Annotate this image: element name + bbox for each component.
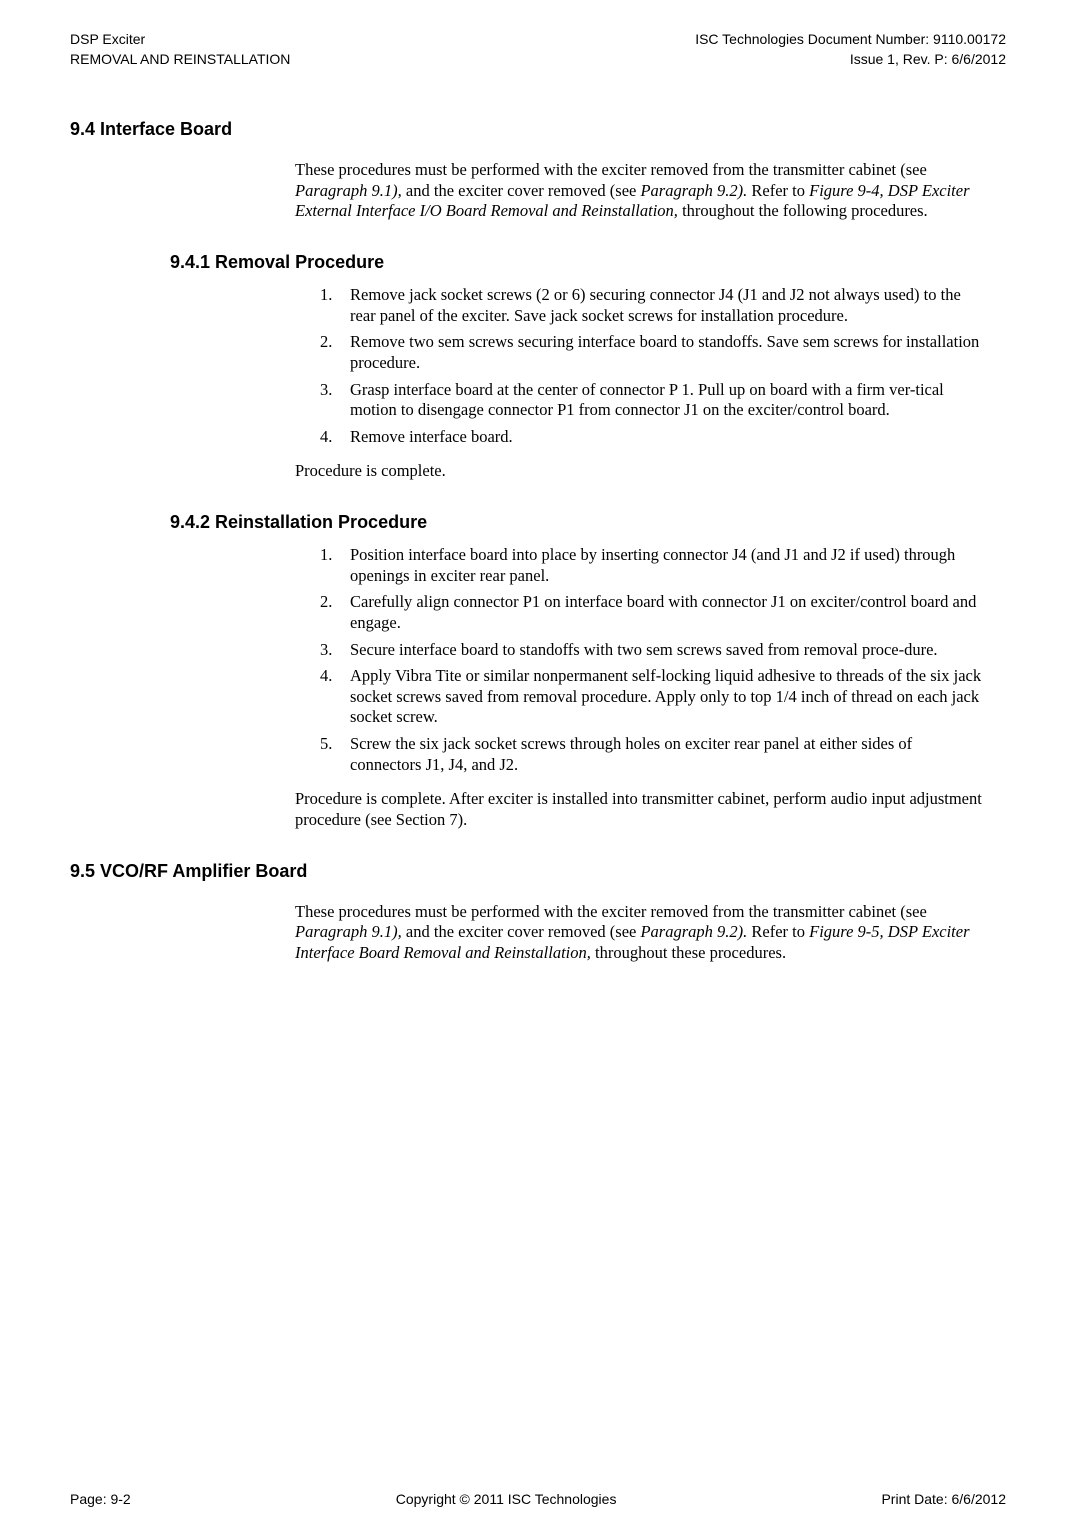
list-number: 2. bbox=[320, 592, 350, 633]
list-number: 3. bbox=[320, 640, 350, 661]
intro-ref2: Paragraph 9.2). bbox=[640, 922, 747, 941]
intro-text: Refer to bbox=[747, 922, 809, 941]
page-header: DSP Exciter REMOVAL AND REINSTALLATION I… bbox=[70, 30, 1006, 69]
list-text: Secure interface board to standoffs with… bbox=[350, 640, 986, 661]
list-number: 1. bbox=[320, 285, 350, 326]
page-footer: Page: 9-2 Copyright © 2011 ISC Technolog… bbox=[70, 1491, 1006, 1507]
list-text: Screw the six jack socket screws through… bbox=[350, 734, 986, 775]
list-item: 2. Carefully align connector P1 on inter… bbox=[320, 592, 986, 633]
section-94-intro: These procedures must be performed with … bbox=[295, 160, 986, 222]
list-item: 4. Remove interface board. bbox=[320, 427, 986, 448]
section-95-intro: These procedures must be performed with … bbox=[295, 902, 986, 964]
section-941-list: 1. Remove jack socket screws (2 or 6) se… bbox=[320, 285, 986, 447]
list-item: 1. Position interface board into place b… bbox=[320, 545, 986, 586]
intro-text: These procedures must be performed with … bbox=[295, 902, 927, 921]
header-left: DSP Exciter REMOVAL AND REINSTALLATION bbox=[70, 30, 290, 69]
footer-page: Page: 9-2 bbox=[70, 1491, 131, 1507]
intro-ref1: Paragraph 9.1), bbox=[295, 922, 402, 941]
list-number: 4. bbox=[320, 666, 350, 728]
list-number: 4. bbox=[320, 427, 350, 448]
list-text: Apply Vibra Tite or similar nonpermanent… bbox=[350, 666, 986, 728]
list-text: Position interface board into place by i… bbox=[350, 545, 986, 586]
intro-text: Refer to bbox=[747, 181, 809, 200]
list-text: Remove interface board. bbox=[350, 427, 986, 448]
list-number: 3. bbox=[320, 380, 350, 421]
list-item: 1. Remove jack socket screws (2 or 6) se… bbox=[320, 285, 986, 326]
intro-ref1: Paragraph 9.1), bbox=[295, 181, 402, 200]
list-item: 5. Screw the six jack socket screws thro… bbox=[320, 734, 986, 775]
header-docnum: ISC Technologies Document Number: 9110.0… bbox=[695, 30, 1006, 50]
section-941-closing: Procedure is complete. bbox=[295, 461, 986, 482]
intro-text: These procedures must be performed with … bbox=[295, 160, 927, 179]
footer-date: Print Date: 6/6/2012 bbox=[881, 1491, 1006, 1507]
list-text: Grasp interface board at the center of c… bbox=[350, 380, 986, 421]
header-section: REMOVAL AND REINSTALLATION bbox=[70, 50, 290, 70]
list-text: Remove jack socket screws (2 or 6) secur… bbox=[350, 285, 986, 326]
list-item: 2. Remove two sem screws securing interf… bbox=[320, 332, 986, 373]
header-product: DSP Exciter bbox=[70, 30, 290, 50]
list-item: 3. Secure interface board to standoffs w… bbox=[320, 640, 986, 661]
section-942-closing: Procedure is complete. After exciter is … bbox=[295, 789, 986, 830]
section-942-list: 1. Position interface board into place b… bbox=[320, 545, 986, 775]
list-text: Carefully align connector P1 on interfac… bbox=[350, 592, 986, 633]
section-942-heading: 9.4.2 Reinstallation Procedure bbox=[170, 512, 1006, 533]
header-right: ISC Technologies Document Number: 9110.0… bbox=[695, 30, 1006, 69]
list-number: 2. bbox=[320, 332, 350, 373]
list-text: Remove two sem screws securing interface… bbox=[350, 332, 986, 373]
intro-text: and the exciter cover removed (see bbox=[402, 181, 641, 200]
intro-ref2: Paragraph 9.2). bbox=[640, 181, 747, 200]
list-number: 5. bbox=[320, 734, 350, 775]
list-item: 4. Apply Vibra Tite or similar nonperman… bbox=[320, 666, 986, 728]
intro-text: throughout the following procedures. bbox=[678, 201, 928, 220]
list-item: 3. Grasp interface board at the center o… bbox=[320, 380, 986, 421]
intro-text: and the exciter cover removed (see bbox=[402, 922, 641, 941]
intro-text: throughout these procedures. bbox=[591, 943, 786, 962]
section-95-heading: 9.5 VCO/RF Amplifier Board bbox=[70, 861, 1006, 882]
footer-copyright: Copyright © 2011 ISC Technologies bbox=[396, 1491, 617, 1507]
list-number: 1. bbox=[320, 545, 350, 586]
section-941-heading: 9.4.1 Removal Procedure bbox=[170, 252, 1006, 273]
section-94-heading: 9.4 Interface Board bbox=[70, 119, 1006, 140]
header-issue: Issue 1, Rev. P: 6/6/2012 bbox=[695, 50, 1006, 70]
